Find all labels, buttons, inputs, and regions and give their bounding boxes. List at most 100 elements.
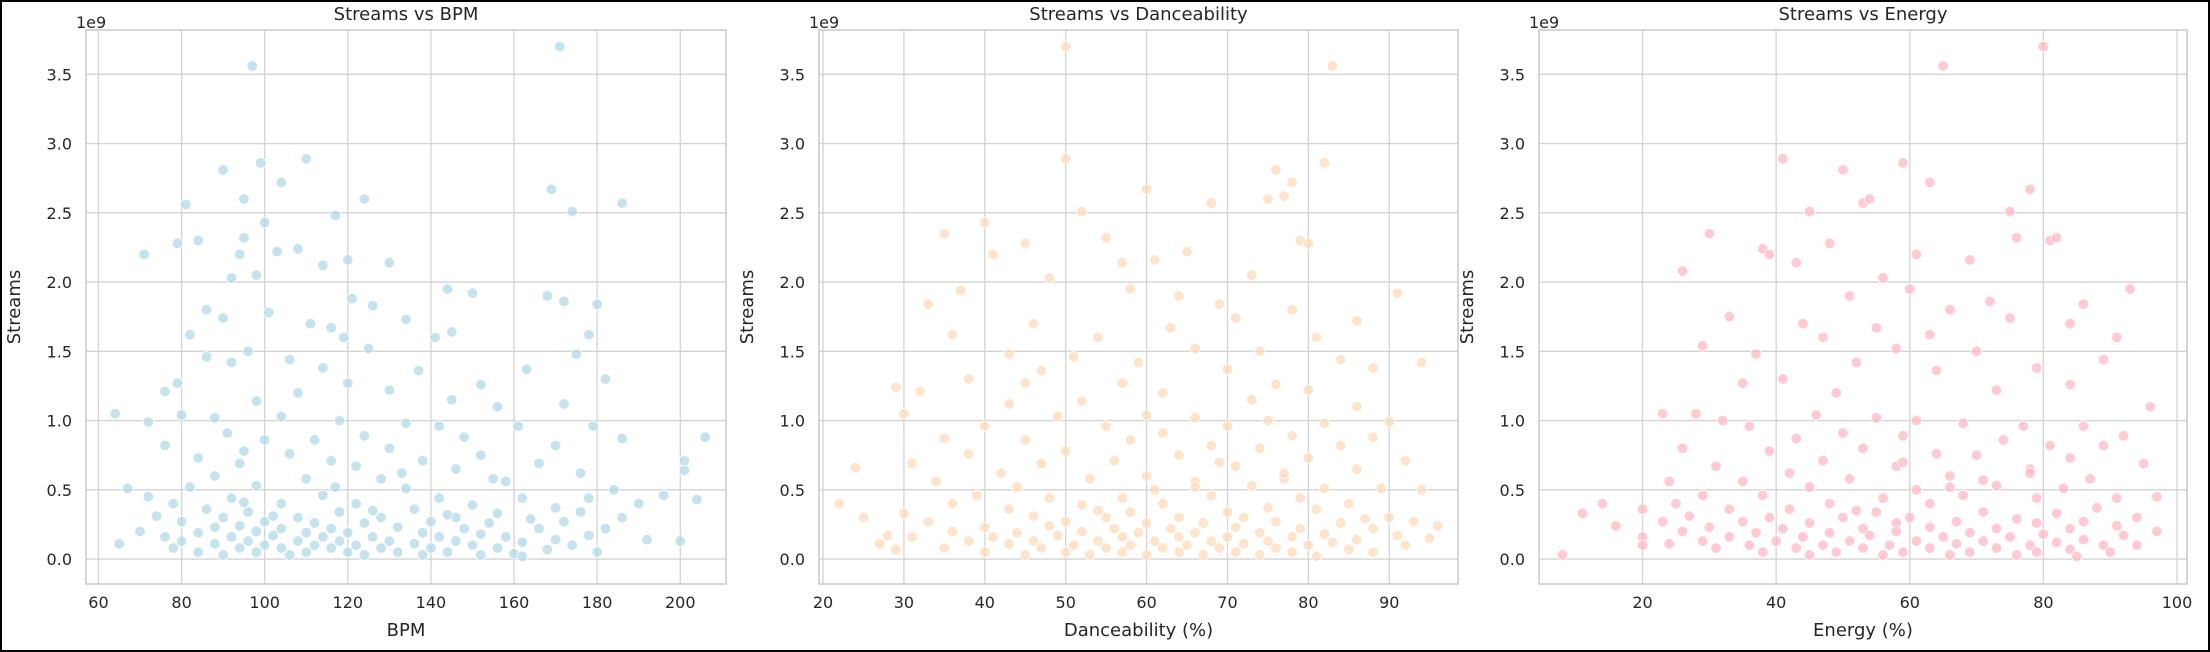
scatter-point — [1318, 528, 1331, 540]
scatter-point — [1035, 365, 1048, 377]
scatter-point — [599, 373, 612, 385]
scatter-point — [217, 164, 229, 176]
scatter-point — [317, 489, 329, 502]
scatter-point — [1060, 40, 1072, 53]
scatter-point — [1100, 232, 1112, 244]
scatter-point — [1116, 492, 1129, 504]
scatter-point — [1964, 527, 1976, 539]
scatter-point — [1343, 497, 1355, 510]
scatter-point — [1084, 549, 1096, 561]
scatter-point — [500, 475, 512, 488]
scatter-point — [914, 385, 926, 398]
scatter-point — [1944, 549, 1956, 561]
scatter-point — [475, 378, 487, 391]
scatter-point — [1717, 414, 1729, 427]
scatter-point — [987, 531, 999, 543]
scatter-point — [549, 533, 562, 546]
x-tick-label: 30 — [894, 593, 914, 612]
scatter-point — [1670, 497, 1682, 510]
scatter-point — [308, 434, 321, 446]
scatter-point — [475, 449, 487, 461]
scatter-point — [113, 538, 125, 550]
scatter-point — [184, 329, 196, 341]
scatter-point — [1817, 455, 1829, 467]
y-tick-label: 0.5 — [1500, 481, 1525, 500]
scatter-point — [1415, 356, 1428, 369]
scatter-point — [1003, 503, 1015, 515]
scatter-point — [1870, 322, 1883, 334]
scatter-point — [1100, 511, 1112, 524]
scatter-point — [1737, 475, 1749, 488]
x-tick-label: 100 — [2162, 593, 2193, 612]
scatter-point — [1351, 315, 1363, 327]
scatter-point — [938, 542, 951, 554]
scatter-point — [962, 535, 975, 547]
scatter-point — [483, 517, 495, 529]
scatter-point — [171, 377, 184, 389]
scatter-point — [1019, 549, 1031, 561]
scatter-point — [2010, 232, 2023, 244]
scatter-point — [242, 506, 254, 518]
scatter-point — [2004, 531, 2016, 543]
y-offset-label: 1e9 — [76, 13, 106, 32]
scatter-point — [1407, 515, 1420, 528]
y-tick-label: 2.0 — [1500, 273, 1525, 292]
scatter-point — [922, 515, 934, 528]
scatter-point — [383, 256, 396, 269]
scatter-point — [1723, 503, 1736, 515]
scatter-point — [192, 452, 204, 464]
scatter-point — [150, 510, 163, 522]
y-tick-label: 3.0 — [780, 135, 805, 154]
chart-title: Streams vs Danceability — [1029, 4, 1248, 25]
scatter-point — [1656, 515, 1669, 528]
scatter-point — [2097, 539, 2110, 551]
scatter-point — [1415, 484, 1428, 496]
scatter-point — [1286, 546, 1298, 558]
scatter-point — [142, 491, 155, 503]
scatter-point — [134, 525, 146, 538]
scatter-point — [583, 529, 595, 542]
scatter-point — [383, 442, 396, 454]
scatter-point — [2030, 362, 2043, 374]
x-axis-label: BPM — [387, 620, 426, 641]
scatter-point — [1270, 515, 1282, 528]
scatter-point — [1221, 363, 1234, 376]
scatter-point — [275, 542, 288, 554]
scatter-point — [375, 542, 387, 554]
scatter-point — [583, 492, 595, 504]
tick-labels: 20 40 60 80 100 0.0 0.5 1.0 1.5 2.0 2.5 3.0 3.5 — [1500, 65, 2193, 612]
scatter-point — [608, 484, 620, 496]
scatter-point — [317, 259, 329, 272]
scatter-point — [1262, 535, 1274, 547]
scatter-point — [1157, 542, 1169, 554]
y-tick-label: 0.0 — [47, 550, 72, 569]
scatter-point — [1843, 290, 1856, 302]
scatter-point — [300, 153, 312, 165]
scatter-point — [954, 284, 967, 297]
scatter-point — [441, 283, 454, 295]
scatter-point — [1262, 414, 1274, 427]
scatter-point — [1910, 484, 1923, 496]
scatter-point — [1830, 546, 1842, 558]
scatter-point — [987, 248, 999, 261]
scatter-point — [1335, 353, 1347, 366]
scatter-point — [234, 248, 246, 261]
scatter-point — [171, 237, 184, 249]
scatter-point — [1310, 550, 1323, 563]
scatter-point — [225, 492, 238, 504]
scatter-point — [1857, 442, 1869, 454]
scatter-point — [329, 481, 342, 493]
scatter-point — [1870, 412, 1883, 424]
scatter-point — [657, 489, 670, 502]
scatter-point — [1850, 504, 1863, 517]
scatter-point — [342, 377, 354, 389]
scatter-point — [1140, 470, 1153, 482]
scatter-point — [1140, 517, 1153, 529]
scatter-point — [1076, 499, 1088, 511]
x-tick-label: 90 — [1379, 593, 1399, 612]
scatter-point — [1060, 546, 1072, 558]
scatter-point — [574, 467, 587, 479]
scatter-point — [1157, 427, 1169, 439]
scatter-point — [1924, 542, 1936, 554]
scatter-point — [333, 506, 346, 518]
